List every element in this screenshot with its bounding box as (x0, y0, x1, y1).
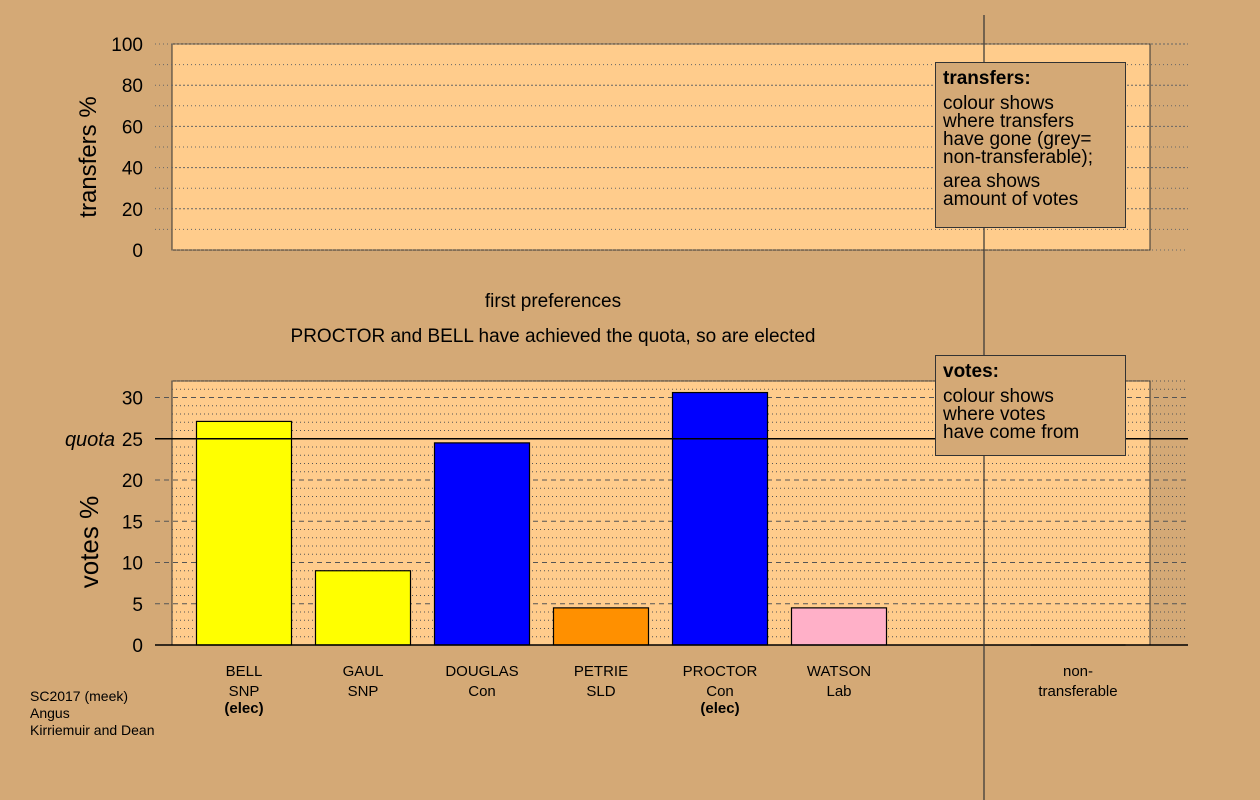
bar (195, 420, 293, 646)
votes-y-axis: 0 5 10 15 20 30 25 (122, 389, 143, 658)
y-tick-label: 20 (122, 200, 143, 221)
bar (314, 570, 412, 646)
y-tick-label: 5 (132, 595, 143, 616)
legend-line: where transfers (943, 111, 1074, 132)
y-tick-label: 0 (132, 241, 143, 262)
y-tick-label: 60 (122, 117, 143, 138)
y-tick-label: 100 (111, 35, 143, 56)
transfers-legend-text-2: area shows amount of votes (943, 171, 1118, 210)
candidate-status: (elec) (700, 700, 739, 717)
credit: SC2017 (meek) Angus Kirriemuir and Dean (30, 688, 155, 739)
candidate-name: DOUGLAS (445, 663, 518, 680)
bar (552, 607, 650, 646)
candidate-status: (elec) (224, 700, 263, 717)
y-tick-label: 30 (122, 389, 143, 410)
candidate-party: SNP (229, 683, 260, 700)
transfers-y-axis: 0 20 40 60 80 100 (111, 35, 143, 262)
bar (790, 607, 888, 646)
transfers-legend: transfers: colour shows where transfers … (935, 62, 1126, 228)
legend-line: amount of votes (943, 189, 1079, 210)
legend-line: non-transferable); (943, 147, 1093, 168)
candidate-party: Lab (826, 683, 851, 700)
y-tick-label: 0 (132, 636, 143, 657)
y-tick-label: 20 (122, 471, 143, 492)
nontransferable-label-2: transferable (1038, 683, 1117, 700)
transfers-legend-title: transfers: (943, 68, 1031, 89)
candidate-name: PROCTOR (683, 663, 758, 680)
candidate-name: GAUL (343, 663, 384, 680)
candidate-party: Con (706, 683, 734, 700)
votes-y-label: votes % (74, 496, 104, 589)
y-tick-label: 80 (122, 76, 143, 97)
legend-line: where votes (943, 404, 1046, 425)
bar (433, 442, 531, 646)
legend-line: colour shows (943, 93, 1054, 114)
candidate-labels: BELLSNP(elec)GAULSNPDOUGLASConPETRIESLDP… (224, 663, 871, 717)
candidate-party: SNP (348, 683, 379, 700)
legend-line: have come from (943, 422, 1080, 443)
candidate-name: BELL (226, 663, 263, 680)
candidate-party: SLD (586, 683, 615, 700)
legend-line: have gone (grey= (943, 129, 1092, 150)
y-tick-label: 25 (122, 430, 143, 451)
credit-line-2: Angus (30, 705, 70, 721)
transfers-y-label: transfers % (75, 96, 102, 217)
votes-legend-title: votes: (943, 361, 999, 382)
candidate-party: Con (468, 683, 496, 700)
stage-note: PROCTOR and BELL have achieved the quota… (291, 326, 816, 347)
candidate-name: PETRIE (574, 663, 628, 680)
nontransferable-label-1: non- (1063, 663, 1093, 680)
votes-legend: votes: colour shows where votes have com… (935, 355, 1126, 456)
quota-label: quota (65, 429, 115, 451)
vote-bars (195, 391, 1126, 646)
credit-line-1: SC2017 (meek) (30, 688, 129, 704)
transfers-legend-text: colour shows where transfers have gone (… (943, 93, 1118, 168)
legend-line: area shows (943, 171, 1041, 192)
votes-legend-text: colour shows where votes have come from (943, 386, 1118, 443)
candidate-name: WATSON (807, 663, 871, 680)
legend-line: colour shows (943, 386, 1054, 407)
y-tick-label: 15 (122, 512, 143, 533)
stage-title: first preferences (485, 291, 621, 312)
bar (671, 391, 769, 646)
y-tick-label: 40 (122, 159, 143, 180)
credit-line-3: Kirriemuir and Dean (30, 722, 155, 738)
y-tick-label: 10 (122, 554, 143, 575)
